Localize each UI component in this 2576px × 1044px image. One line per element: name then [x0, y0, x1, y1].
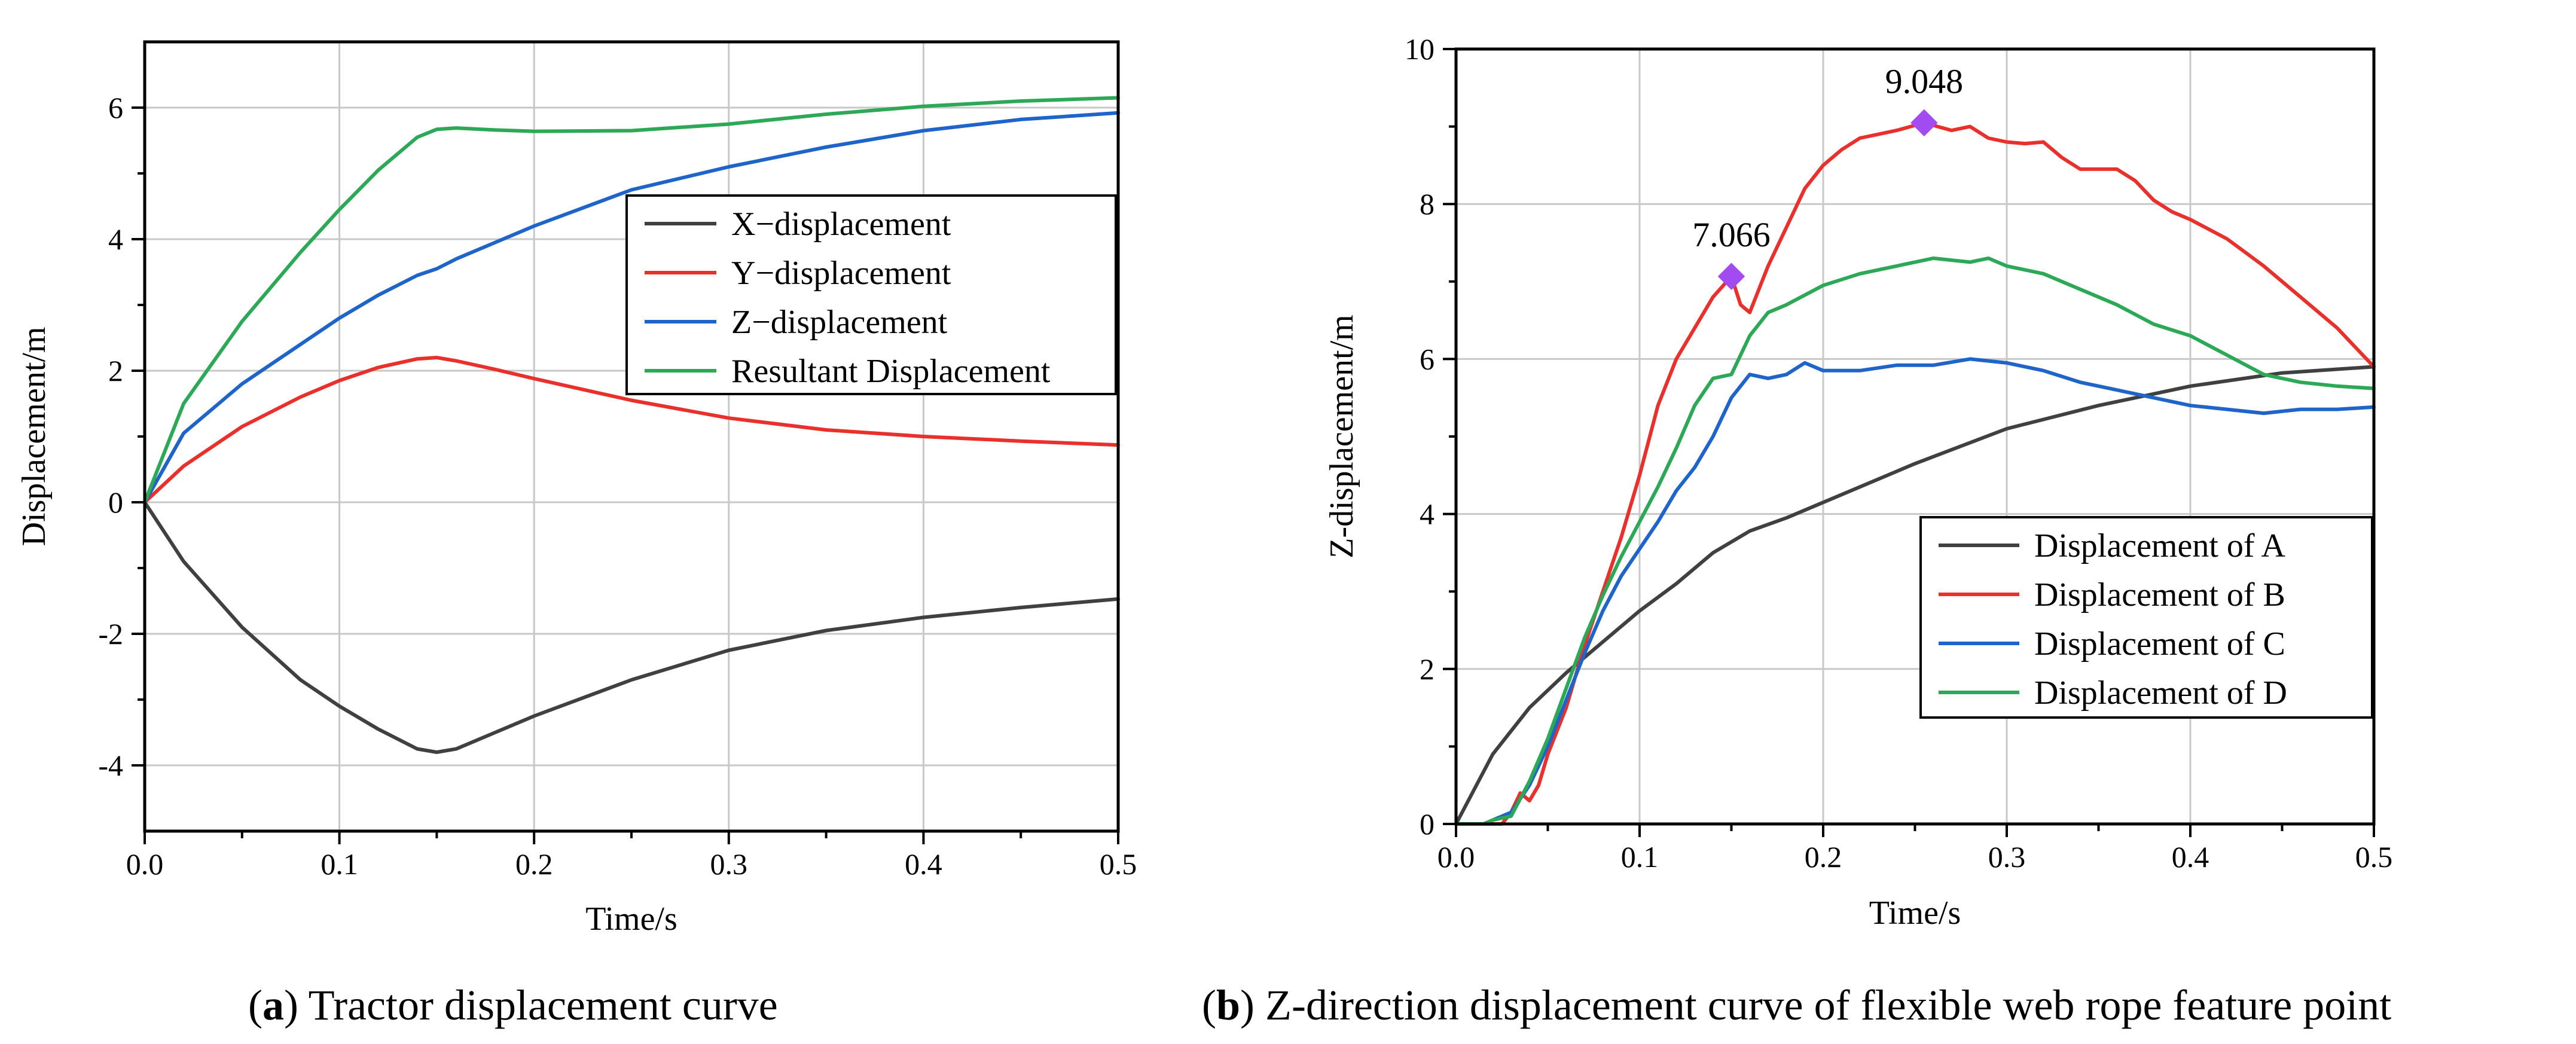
caption-b-letter: b — [1216, 981, 1241, 1029]
x-axis-label-a: Time/s — [585, 900, 677, 938]
x-tick-label-a-2: 0.2 — [515, 847, 553, 881]
x-axis-label-b: Time/s — [1869, 895, 1961, 932]
caption-a: (a) Tractor displacement curve — [248, 981, 778, 1029]
y-tick-label-a-2: 0 — [108, 486, 123, 519]
panel-b: 0.0 0.1 0.2 0.3 0.4 0.5 0 2 4 6 8 10 Time/s Z-displac… — [1202, 0, 2576, 1044]
series-line-b-1 — [1454, 121, 2376, 826]
series-line-a-1 — [143, 356, 1120, 504]
y-axis-label-b: Z-displacement/m — [1323, 315, 1360, 558]
y-tick-label-b-5: 10 — [1405, 32, 1434, 66]
x-tick-label-b-0: 0.0 — [1437, 840, 1475, 874]
caption-b-text: Z-direction displacement curve of flexib… — [1265, 981, 2392, 1029]
legend-label-b-0: Displacement of A — [2034, 527, 2285, 564]
legend-label-a-0: X−displacement — [731, 206, 951, 243]
annotation-label-b-0: 7.066 — [1692, 215, 1771, 254]
series-line-a-0 — [143, 500, 1120, 754]
legend-label-a-2: Z−displacement — [731, 304, 948, 341]
series-line-a-3 — [143, 96, 1120, 504]
y-axis-label-a: Displacement/m — [16, 326, 53, 546]
x-tick-label-b-1: 0.1 — [1621, 840, 1659, 874]
annotation-marker-b-1 — [1910, 109, 1938, 137]
legend-label-a-3: Resultant Displacement — [731, 353, 1051, 390]
chart-b: 0.0 0.1 0.2 0.3 0.4 0.5 0 2 4 6 8 10 Time/s Z-displac… — [1323, 32, 2393, 932]
legend-label-b-3: Displacement of D — [2034, 674, 2287, 712]
y-tick-label-a-3: 2 — [108, 354, 123, 387]
legend-box-a — [625, 194, 1117, 395]
x-tick-label-b-3: 0.3 — [1988, 840, 2026, 874]
caption-a-text: Tractor displacement curve — [308, 981, 778, 1029]
y-tick-label-a-0: -4 — [98, 749, 123, 782]
series-line-b-3 — [1454, 256, 2376, 826]
y-tick-label-a-5: 6 — [108, 91, 123, 124]
caption-a-letter: a — [262, 981, 284, 1029]
chart-a: 0.0 0.1 0.2 0.3 0.4 0.5 -4 -2 0 2 4 6 Time/s Displace… — [16, 40, 1137, 938]
x-tick-label-a-1: 0.1 — [321, 847, 358, 881]
x-tick-label-a-3: 0.3 — [710, 847, 748, 881]
legend-label-b-2: Displacement of C — [2034, 625, 2285, 663]
y-tick-label-b-4: 8 — [1420, 187, 1434, 221]
y-tick-label-a-1: -2 — [98, 617, 123, 651]
y-tick-label-b-1: 2 — [1420, 652, 1434, 686]
series-line-b-0 — [1454, 365, 2376, 826]
legend-label-b-1: Displacement of B — [2034, 576, 2285, 613]
legend-label-a-1: Y−displacement — [731, 255, 951, 292]
x-tick-label-a-5: 0.5 — [1100, 847, 1137, 881]
legend-box-b — [1919, 516, 2373, 719]
x-tick-label-b-4: 0.4 — [2172, 840, 2209, 874]
y-tick-label-b-3: 6 — [1420, 342, 1434, 376]
y-tick-label-b-0: 0 — [1420, 807, 1434, 841]
y-tick-label-b-2: 4 — [1420, 497, 1434, 531]
series-line-b-2 — [1454, 357, 2376, 826]
x-tick-label-a-0: 0.0 — [126, 847, 164, 881]
y-tick-label-a-4: 4 — [108, 222, 123, 256]
series-line-a-2 — [143, 111, 1120, 504]
annotation-marker-b-0 — [1717, 262, 1745, 290]
plot-frame-a — [143, 40, 1120, 833]
x-tick-label-a-4: 0.4 — [905, 847, 942, 881]
x-tick-label-b-2: 0.2 — [1805, 840, 1842, 874]
x-tick-label-b-5: 0.5 — [2355, 840, 2393, 874]
annotation-label-b-1: 9.048 — [1885, 62, 1964, 100]
caption-b: (b) Z-direction displacement curve of fl… — [1202, 981, 2392, 1029]
panel-a: 0.0 0.1 0.2 0.3 0.4 0.5 -4 -2 0 2 4 6 Time/s Displace… — [0, 0, 1202, 1044]
